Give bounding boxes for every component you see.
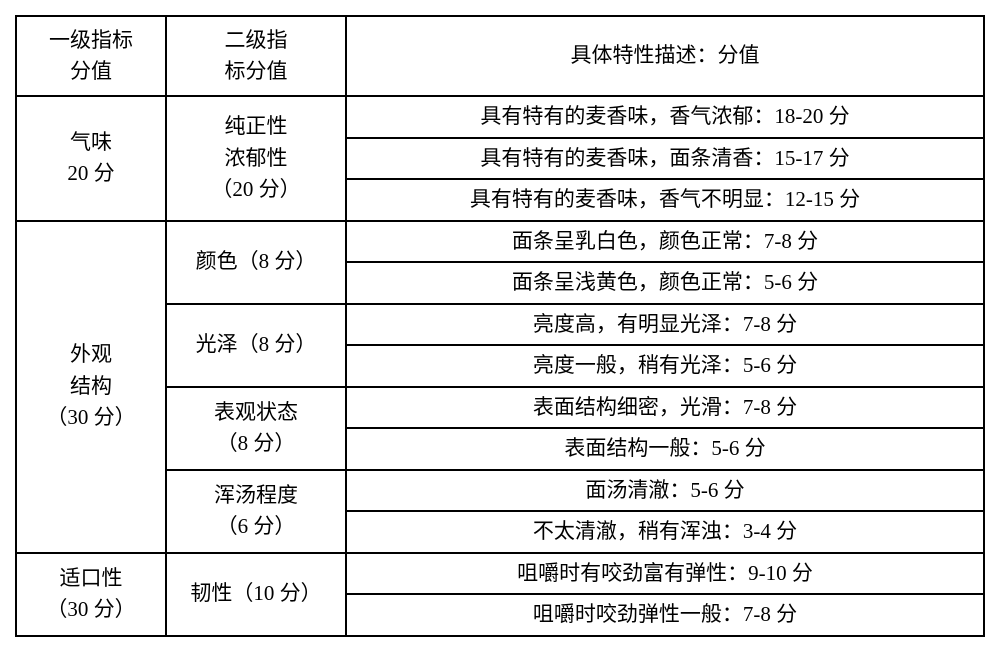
l: （8 分） bbox=[217, 431, 296, 455]
l: 气味 bbox=[70, 130, 112, 154]
l: （6 分） bbox=[217, 514, 296, 538]
desc-cell: 表面结构一般：5-6 分 bbox=[346, 428, 984, 470]
rubric-table-container: 一级指标 分值 二级指 标分值 具体特性描述：分值 气味 20 分 纯正性 浓郁… bbox=[15, 15, 985, 637]
l: 表观状态 bbox=[214, 400, 298, 424]
header-row: 一级指标 分值 二级指 标分值 具体特性描述：分值 bbox=[16, 16, 984, 96]
l: 结构 bbox=[70, 374, 112, 398]
rubric-table: 一级指标 分值 二级指 标分值 具体特性描述：分值 气味 20 分 纯正性 浓郁… bbox=[15, 15, 985, 637]
l: 20 分 bbox=[67, 161, 114, 185]
desc-cell: 咀嚼时有咬劲富有弹性：9-10 分 bbox=[346, 553, 984, 595]
table-row: 外观 结构 （30 分） 颜色（8 分） 面条呈乳白色，颜色正常：7-8 分 bbox=[16, 221, 984, 263]
l: 纯正性 bbox=[225, 114, 288, 138]
h1-l1: 一级指标 bbox=[49, 28, 133, 52]
desc-cell: 咀嚼时咬劲弹性一般：7-8 分 bbox=[346, 594, 984, 636]
desc-cell: 面条呈乳白色，颜色正常：7-8 分 bbox=[346, 221, 984, 263]
l: （30 分） bbox=[46, 405, 135, 429]
l: （30 分） bbox=[46, 597, 135, 621]
primary-palatability: 适口性 （30 分） bbox=[16, 553, 166, 636]
header-secondary: 二级指 标分值 bbox=[166, 16, 346, 96]
header-description: 具体特性描述：分值 bbox=[346, 16, 984, 96]
desc-cell: 具有特有的麦香味，香气浓郁：18-20 分 bbox=[346, 96, 984, 138]
table-row: 适口性 （30 分） 韧性（10 分） 咀嚼时有咬劲富有弹性：9-10 分 bbox=[16, 553, 984, 595]
desc-cell: 亮度高，有明显光泽：7-8 分 bbox=[346, 304, 984, 346]
h2-l1: 二级指 bbox=[225, 28, 288, 52]
h2-l2: 标分值 bbox=[225, 59, 288, 83]
l: 外观 bbox=[70, 342, 112, 366]
l: 浑汤程度 bbox=[214, 483, 298, 507]
desc-cell: 具有特有的麦香味，香气不明显：12-15 分 bbox=[346, 179, 984, 221]
secondary-gloss: 光泽（8 分） bbox=[166, 304, 346, 387]
table-row: 气味 20 分 纯正性 浓郁性 （20 分） 具有特有的麦香味，香气浓郁：18-… bbox=[16, 96, 984, 138]
desc-cell: 不太清澈，稍有浑浊：3-4 分 bbox=[346, 511, 984, 553]
secondary-toughness: 韧性（10 分） bbox=[166, 553, 346, 636]
desc-cell: 面汤清澈：5-6 分 bbox=[346, 470, 984, 512]
l: 浓郁性 bbox=[225, 146, 288, 170]
l: （20 分） bbox=[211, 177, 300, 201]
secondary-purity: 纯正性 浓郁性 （20 分） bbox=[166, 96, 346, 221]
primary-appearance: 外观 结构 （30 分） bbox=[16, 221, 166, 553]
l: 适口性 bbox=[60, 566, 123, 590]
desc-cell: 具有特有的麦香味，面条清香：15-17 分 bbox=[346, 138, 984, 180]
header-primary: 一级指标 分值 bbox=[16, 16, 166, 96]
secondary-turbidity: 浑汤程度 （6 分） bbox=[166, 470, 346, 553]
h1-l2: 分值 bbox=[70, 59, 112, 83]
desc-cell: 亮度一般，稍有光泽：5-6 分 bbox=[346, 345, 984, 387]
primary-smell: 气味 20 分 bbox=[16, 96, 166, 221]
secondary-color: 颜色（8 分） bbox=[166, 221, 346, 304]
desc-cell: 面条呈浅黄色，颜色正常：5-6 分 bbox=[346, 262, 984, 304]
desc-cell: 表面结构细密，光滑：7-8 分 bbox=[346, 387, 984, 429]
secondary-surface: 表观状态 （8 分） bbox=[166, 387, 346, 470]
